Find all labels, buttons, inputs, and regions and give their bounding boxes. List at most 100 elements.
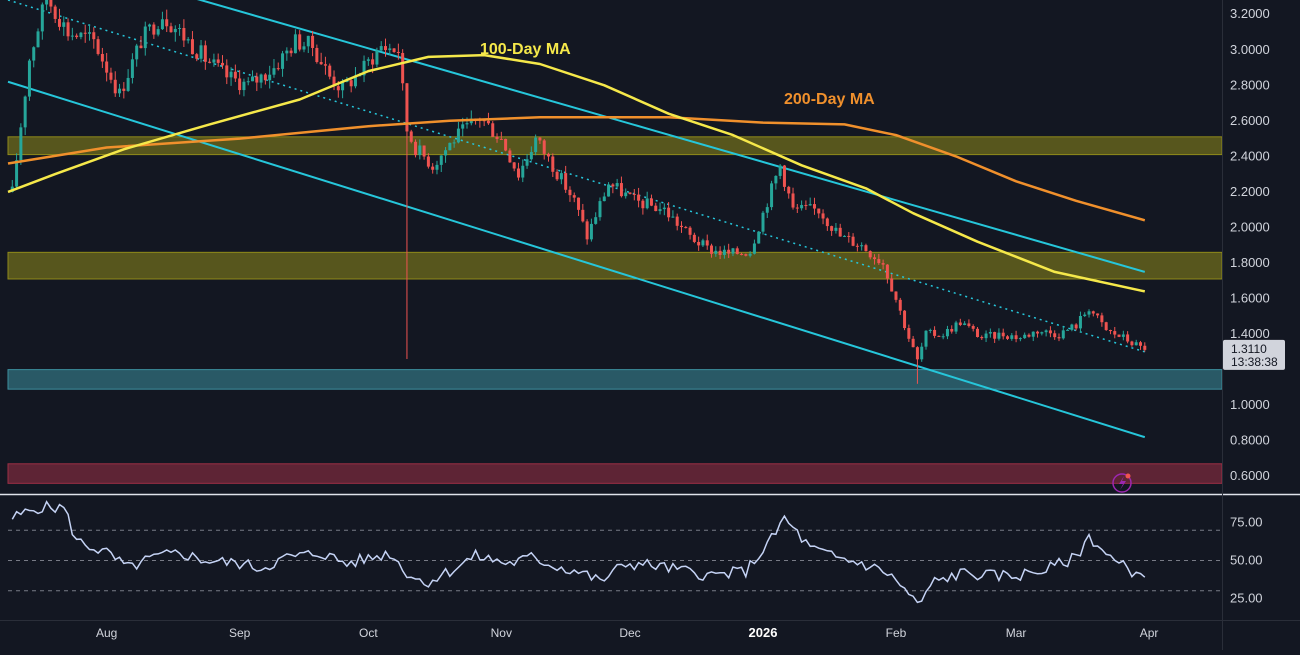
candle-body — [276, 68, 280, 70]
candle-body — [225, 65, 229, 78]
candle-body — [778, 165, 782, 176]
rsi-panel — [8, 500, 1222, 604]
candle-body — [847, 235, 851, 237]
candle-body — [169, 26, 173, 33]
candle-body — [208, 61, 212, 63]
time-tick-label: Dec — [619, 626, 640, 640]
candle-body — [564, 173, 568, 190]
candle-body — [555, 171, 559, 180]
candle-body — [903, 310, 907, 329]
candle-body — [383, 46, 387, 51]
candle-body — [993, 332, 997, 339]
price-tick-label: 3.0000 — [1230, 42, 1270, 57]
candle-body — [705, 240, 709, 246]
candle-body — [1134, 342, 1138, 346]
candle-body — [139, 45, 143, 49]
candle-body — [654, 205, 658, 212]
candle-body — [529, 152, 533, 160]
candle-body — [1066, 329, 1070, 331]
candle-body — [628, 192, 632, 194]
candle-body — [881, 263, 885, 265]
ma-200-label: 200-Day MA — [784, 91, 875, 108]
candle-body — [933, 329, 937, 336]
candle-body — [49, 0, 53, 7]
current-price-value: 1.3110 — [1231, 342, 1267, 356]
candle-body — [1083, 314, 1087, 316]
candle-body — [525, 159, 529, 166]
candle-body — [272, 68, 276, 75]
candle-body — [795, 207, 799, 209]
candle-body — [1126, 334, 1130, 342]
candle-body — [864, 245, 868, 252]
time-tick-label: Apr — [1140, 626, 1159, 640]
candle-body — [182, 28, 186, 41]
candle-body — [323, 64, 327, 66]
current-price-badge — [1223, 339, 1285, 370]
candle-body — [1121, 334, 1125, 337]
candle-body — [838, 227, 842, 237]
alert-icon-dot — [1125, 473, 1131, 479]
candle-body — [1048, 330, 1052, 334]
candle-body — [577, 197, 581, 210]
candle-body — [632, 193, 636, 195]
candle-body — [714, 250, 718, 254]
candle-body — [160, 19, 164, 30]
candle-body — [143, 26, 147, 49]
candle-body — [619, 183, 623, 197]
candle-body — [349, 80, 353, 87]
candle-body — [465, 123, 469, 125]
candle-body — [752, 243, 756, 254]
candle-body — [967, 323, 971, 326]
candle-body — [289, 50, 293, 54]
candle-body — [1074, 324, 1078, 329]
candle-body — [877, 259, 881, 264]
candle-body — [958, 322, 962, 325]
price-tick-label: 1.0000 — [1230, 397, 1270, 412]
candle-body — [426, 156, 430, 167]
candle-body — [156, 29, 160, 35]
rsi-tick-label: 25.00 — [1230, 590, 1263, 605]
candle-body — [980, 336, 984, 339]
candle-body — [152, 24, 156, 35]
candle-body — [1113, 331, 1117, 335]
candle-body — [748, 253, 752, 256]
candle-body — [379, 46, 383, 51]
candle-body — [830, 226, 834, 231]
candle-body — [568, 189, 572, 196]
candle-body — [233, 71, 237, 79]
candle-body — [113, 79, 117, 94]
candle-body — [32, 47, 36, 61]
candle-body — [710, 245, 714, 254]
candle-body — [220, 62, 224, 66]
candle-body — [79, 32, 83, 38]
candle-body — [36, 31, 40, 48]
candle-body — [834, 227, 838, 231]
candles — [10, 0, 1147, 384]
candle-body — [353, 75, 357, 87]
candle-body — [409, 131, 413, 142]
rsi-tick-label: 75.00 — [1230, 515, 1263, 530]
candle-body — [821, 213, 825, 219]
candle-body — [671, 216, 675, 218]
time-tick-label: Feb — [886, 626, 907, 640]
candle-body — [100, 53, 104, 62]
candle-body — [186, 39, 190, 41]
candle-body — [328, 65, 332, 77]
candle-body — [1010, 335, 1014, 339]
candle-body — [332, 76, 336, 87]
candle-body — [27, 60, 31, 97]
candle-body — [740, 253, 744, 255]
candle-body — [641, 200, 645, 209]
candle-body — [435, 164, 439, 170]
candle-body — [1018, 338, 1022, 340]
candle-body — [512, 162, 516, 169]
candle-body — [1014, 335, 1018, 340]
candle-body — [375, 50, 379, 65]
candle-body — [782, 165, 786, 187]
price-countdown: 13:38:38 — [1231, 355, 1278, 369]
candle-body — [1138, 342, 1142, 346]
candle-body — [572, 195, 576, 198]
candle-body — [761, 212, 765, 232]
candle-body — [178, 28, 182, 30]
